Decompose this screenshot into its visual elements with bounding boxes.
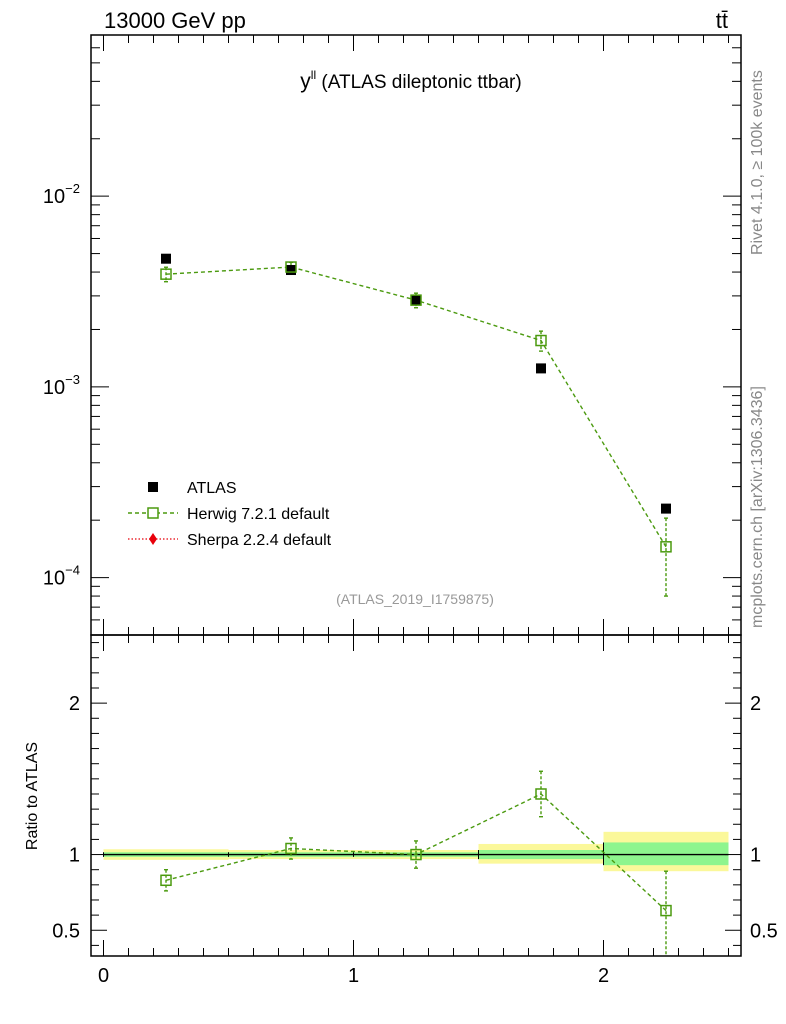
main-title: yll (ATLAS dileptonic ttbar) [300,68,521,93]
legend-label: ATLAS [187,480,237,497]
main-y-tick-base: 10 [43,377,65,399]
ratio-herwig-point [285,842,297,855]
main-y-tick-label: 10−4 [43,563,80,590]
main-panel: 10−210−310−4 yll (ATLAS dileptonic ttbar… [43,34,742,636]
legend-marker-sherpa [149,533,157,545]
atlas-point [536,363,546,374]
ratio-y-tick-label-right: 0.5 [750,920,778,942]
herwig-point [410,294,422,306]
herwig-point [660,541,672,553]
ratio-herwig-line [165,793,667,912]
ratio-y-tick-label-right: 1 [750,845,761,867]
main-title-rest: (ATLAS dileptonic ttbar) [316,72,522,93]
ratio-frame [90,634,742,957]
x-tick-label: 1 [348,965,359,987]
atlas-point [161,253,171,264]
ratio-herwig-point [160,874,172,887]
atlas-point [286,265,296,276]
legend: ATLAS Herwig 7.2.1 default Sherpa 2.2.4 de… [128,480,332,549]
rivet-label: Rivet 4.1.0, ≥ 100k events [749,70,766,255]
main-y-tick-exponent: −2 [65,181,80,196]
ratio-stat-uncertainty-band [603,842,729,866]
process-label: tt̄ [716,8,728,33]
ratio-y-tick-label-left: 1 [69,845,80,867]
main-title-var: y [300,70,311,93]
analysis-id-label: (ATLAS_2019_I1759875) [336,591,494,607]
main-y-tick-base: 10 [43,568,65,590]
main-title-sup: ll [311,68,316,82]
ratio-panel: 2 2 1 1 0.5 0.5 0 1 2 Ratio to ATLAS [24,634,778,987]
main-y-tick-label: 10−2 [43,181,80,208]
ratio-ylabel: Ratio to ATLAS [24,742,41,850]
ratio-herwig-point [410,848,422,861]
herwig-point [160,268,172,280]
main-y-tick-label: 10−3 [43,372,80,399]
ratio-data-layer [103,770,729,956]
main-y-ticks: 10−210−310−4 [43,34,741,636]
ratio-y-tick-label-left: 2 [69,693,80,715]
mcplots-label: mcplots.cern.ch [arXiv:1306.3436] [749,386,766,628]
legend-label: Herwig 7.2.1 default [187,506,330,523]
energy-label: 13000 GeV pp [104,8,246,33]
ratio-y-tick-label-left: 0.5 [52,920,80,942]
herwig-point [285,261,297,273]
main-data-layer [160,253,672,597]
atlas-point [661,503,671,514]
herwig-line [165,266,667,548]
atlas-point [411,295,421,306]
legend-marker-herwig [147,507,159,519]
legend-label: Sherpa 2.2.4 default [187,532,332,549]
ratio-herwig-point [535,788,547,800]
main-y-tick-exponent: −3 [65,372,80,387]
ratio-ticks: 2 2 1 1 0.5 0.5 0 1 2 [52,635,778,987]
ratio-herwig-point [660,904,672,917]
herwig-point [535,334,547,347]
main-y-tick-base: 10 [43,186,65,208]
ratio-y-tick-label-right: 2 [750,693,761,715]
legend-marker-atlas [148,482,158,492]
x-tick-label: 0 [98,965,109,987]
main-y-tick-exponent: −4 [65,563,80,578]
x-tick-label: 2 [598,965,609,987]
